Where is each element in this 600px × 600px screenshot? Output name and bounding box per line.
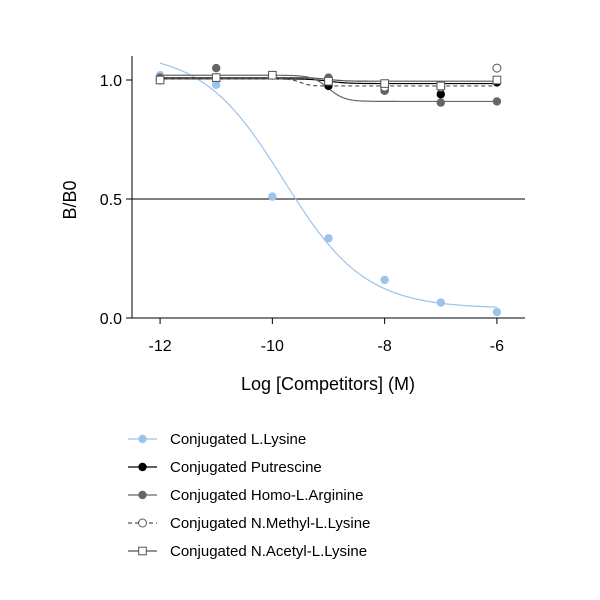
fit-curves (159, 62, 497, 308)
legend-label: Conjugated Putrescine (170, 459, 322, 476)
legend-marker (138, 434, 147, 444)
legend-label: Conjugated L.Lysine (170, 431, 306, 448)
y-tick-label: 0.5 (100, 192, 122, 209)
data-points (155, 63, 502, 317)
x-axis-label: Log [Competitors] (M) (241, 374, 415, 394)
data-point (436, 298, 445, 307)
data-point (436, 90, 445, 99)
legend: Conjugated L.Lysine Conjugated Putrescine… (128, 431, 370, 560)
legend-marker (138, 546, 147, 556)
y-axis-label: B/B0 (60, 180, 80, 219)
y-tick-label: 1.0 (100, 73, 122, 90)
data-point (492, 63, 502, 73)
axes: 0.0 0.5 1.0 -12 -10 -8 -6 (100, 56, 525, 355)
legend-label: Conjugated Homo-L.Arginine (170, 487, 363, 504)
data-point (436, 98, 445, 107)
data-point (324, 76, 333, 86)
data-point (211, 73, 221, 82)
data-point (380, 79, 389, 88)
x-tick-label: -12 (149, 338, 172, 355)
legend-marker (138, 490, 147, 500)
legend-label: Conjugated N.Methyl-L.Lysine (170, 515, 370, 532)
x-tick-label: -8 (378, 338, 392, 355)
data-point (436, 81, 446, 91)
data-point (155, 75, 165, 85)
data-point (268, 192, 277, 201)
fit-curve (159, 62, 497, 308)
data-point (492, 75, 502, 85)
data-point (492, 307, 502, 317)
data-point (212, 63, 221, 73)
y-tick-label: 0.0 (100, 311, 122, 328)
x-tick-label: -6 (490, 338, 504, 355)
data-point (492, 97, 502, 106)
data-point (324, 234, 333, 243)
data-point (380, 275, 389, 285)
legend-marker (138, 462, 147, 472)
data-point (268, 70, 277, 80)
legend-label: Conjugated N.Acetyl-L.Lysine (170, 543, 367, 560)
data-point (212, 80, 221, 89)
x-tick-label: -10 (261, 338, 284, 355)
legend-marker (138, 518, 147, 528)
